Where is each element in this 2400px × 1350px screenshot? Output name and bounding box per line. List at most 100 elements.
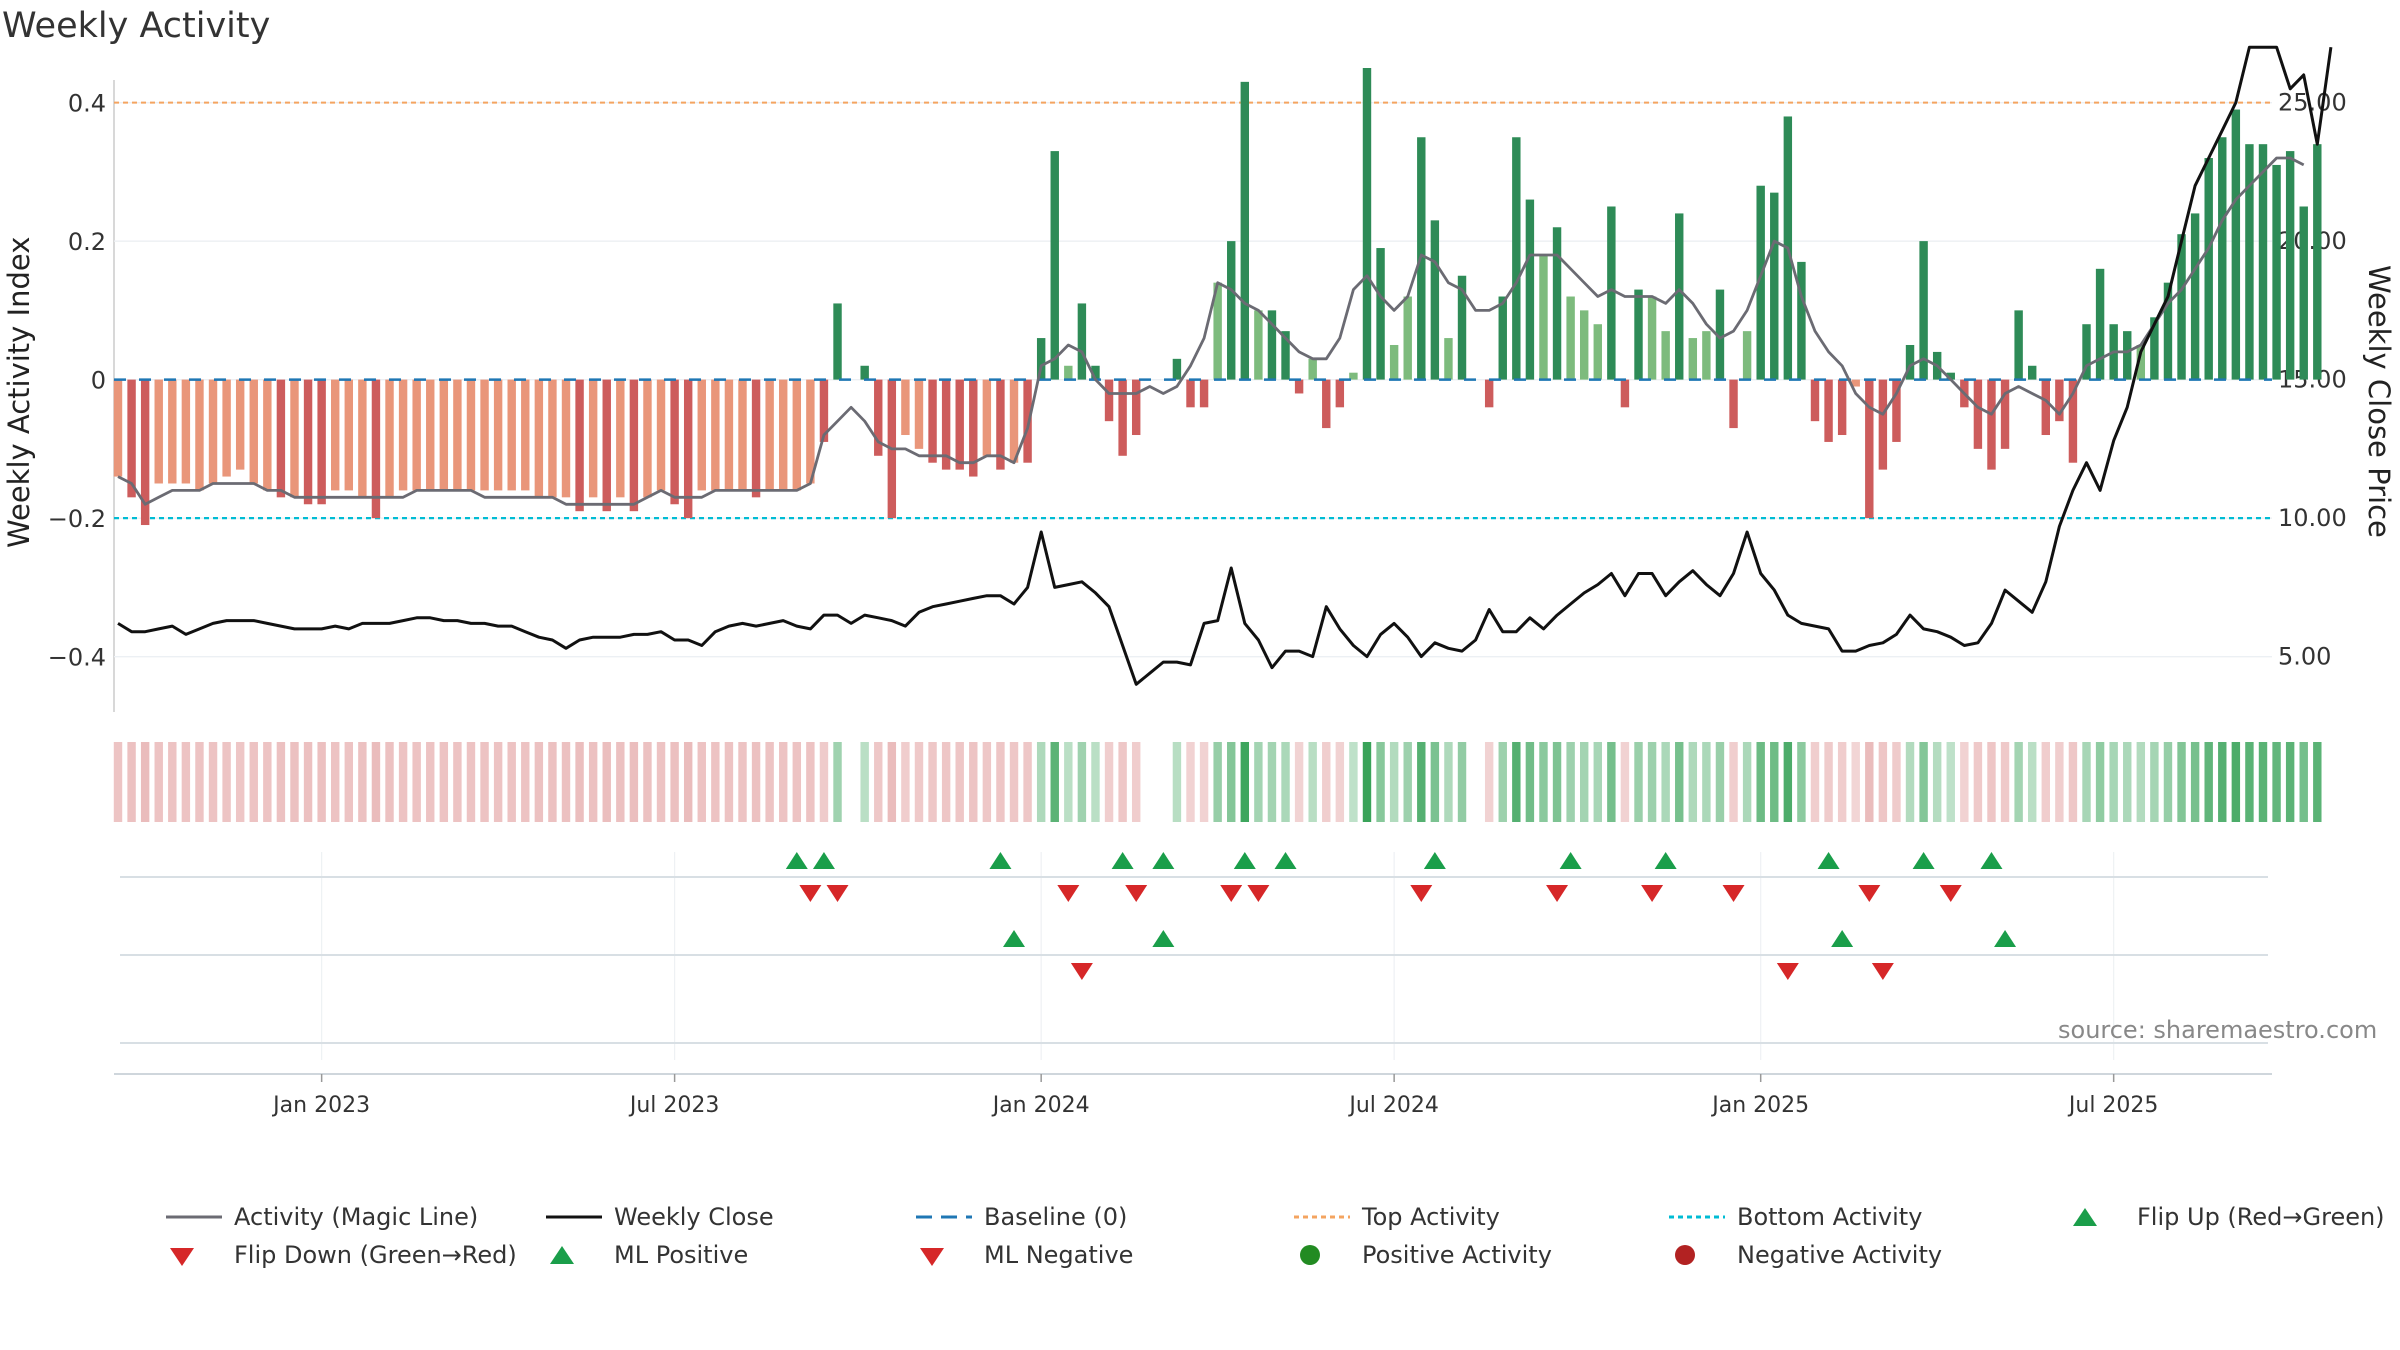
source-credit: source: sharemaestro.com	[2058, 1016, 2378, 1044]
negative-activity-bar	[588, 379, 598, 498]
negative-activity-bar	[412, 379, 421, 491]
heat-strip-cell	[303, 742, 313, 822]
heat-strip-cell	[1566, 742, 1575, 822]
heat-strip-cell	[1498, 742, 1507, 822]
heat-strip-cell	[1131, 742, 1141, 822]
ml-negative-marker	[1776, 963, 1799, 980]
negative-activity-bar	[222, 379, 231, 477]
negative-activity-bar	[2000, 379, 2010, 449]
heat-strip-cell	[711, 742, 720, 822]
positive-activity-bar	[1362, 68, 1372, 380]
positive-activity-bar	[860, 365, 869, 380]
heat-strip-cell	[1036, 742, 1046, 822]
heat-strip-cell	[1593, 742, 1602, 822]
heat-strip-cell	[643, 742, 652, 822]
heat-strip-cell	[154, 742, 163, 822]
positive-activity-bar	[1498, 296, 1507, 380]
heat-strip-cell	[2190, 742, 2200, 822]
heat-strip-cell	[683, 742, 693, 822]
negative-activity-bar	[249, 379, 258, 484]
heat-strip-cell	[1254, 742, 1263, 822]
heat-strip-cell	[1064, 742, 1073, 822]
positive-activity-bar	[2313, 144, 2322, 380]
heat-strip-cell	[656, 742, 666, 822]
heat-strip-cell	[1199, 742, 1209, 822]
negative-activity-bar	[629, 379, 639, 512]
negative-activity-bar	[941, 379, 951, 470]
negative-activity-bar	[765, 379, 774, 491]
legend-item-positive-activity: Positive Activity	[1288, 1240, 1663, 1270]
heat-strip-cell	[1905, 742, 1915, 822]
positive-activity-bar	[2190, 213, 2200, 380]
positive-activity-bar	[833, 303, 842, 380]
positive-activity-bar	[1172, 358, 1182, 380]
y-tick-label: 0	[91, 367, 106, 395]
positive-activity-bar	[1376, 248, 1385, 380]
dashed-blue-icon	[910, 1202, 984, 1232]
heat-strip-cell	[480, 742, 489, 822]
positive-activity-bar	[1050, 151, 1059, 380]
positive-activity-bar	[1702, 331, 1711, 380]
heat-strip-cell	[738, 742, 747, 822]
heat-strip-cell	[561, 742, 571, 822]
heat-strip-cell	[1389, 742, 1399, 822]
positive-activity-bar	[1091, 365, 1100, 380]
negative-activity-bar	[181, 379, 191, 484]
heat-strip-cell	[2177, 742, 2186, 822]
heat-strip-cell	[1050, 742, 1059, 822]
positive-activity-bar	[1525, 199, 1535, 380]
legend-label: Flip Up (Red→Green)	[2137, 1203, 2385, 1231]
heat-strip-cell	[833, 742, 842, 822]
negative-activity-bar	[1104, 379, 1114, 422]
heat-strip-cell	[792, 742, 802, 822]
heat-strip-cell	[1430, 742, 1440, 822]
heat-strip-cell	[806, 742, 815, 822]
heat-strip-cell	[113, 742, 123, 822]
positive-activity-bar	[1634, 289, 1643, 380]
positive-activity-bar	[1770, 192, 1779, 380]
heat-strip-cell	[371, 742, 381, 822]
heat-strip-cell	[575, 742, 584, 822]
positive-activity-bar	[2299, 206, 2308, 380]
negative-activity-bar	[371, 379, 381, 519]
heat-strip-cell	[493, 742, 503, 822]
negative-activity-bar	[303, 379, 313, 505]
heat-strip-cell	[2313, 742, 2322, 822]
heat-strip-cell	[331, 742, 340, 822]
heat-strip-cell	[1512, 742, 1521, 822]
positive-activity-bar	[2136, 344, 2146, 380]
positive-activity-bar	[1308, 358, 1317, 380]
flip-up-marker	[1559, 852, 1582, 869]
positive-activity-bar	[1227, 241, 1236, 380]
heat-strip-cell	[697, 742, 706, 822]
x-tick-label: Jul 2023	[628, 1093, 720, 1118]
negative-activity-bar	[263, 379, 272, 491]
triangle-down-red-icon	[910, 1240, 984, 1270]
heat-strip-cell	[1118, 742, 1127, 822]
magic-line-series	[117, 156, 2305, 506]
y-tick-label: 0.4	[68, 90, 106, 118]
positive-activity-bar	[1579, 310, 1589, 380]
heat-strip-cell	[1539, 742, 1548, 822]
flip-down-marker	[1641, 885, 1664, 902]
heat-strip-cell	[1077, 742, 1087, 822]
x-tick-label: Jul 2024	[1347, 1093, 1439, 1118]
negative-activity-bar	[751, 379, 761, 498]
flip-down-marker	[799, 885, 822, 902]
negative-activity-bar	[534, 379, 544, 498]
legend-item-negative-activity: Negative Activity	[1663, 1240, 2063, 1270]
heat-strip-cell	[521, 742, 530, 822]
negative-activity-bar	[466, 379, 476, 491]
legend-label: Flip Down (Green→Red)	[234, 1241, 517, 1269]
heat-strip-cell	[1240, 742, 1250, 822]
negative-activity-bar	[208, 379, 218, 484]
ml-positive-marker	[1003, 930, 1026, 947]
heat-strip-cell	[1851, 742, 1860, 822]
negative-activity-bar	[113, 379, 123, 477]
negative-activity-bar	[1878, 379, 1888, 470]
positive-activity-bar	[1036, 338, 1046, 380]
heat-strip-cell	[168, 742, 177, 822]
flip-down-marker	[1722, 885, 1745, 902]
negative-activity-bar	[561, 379, 571, 498]
